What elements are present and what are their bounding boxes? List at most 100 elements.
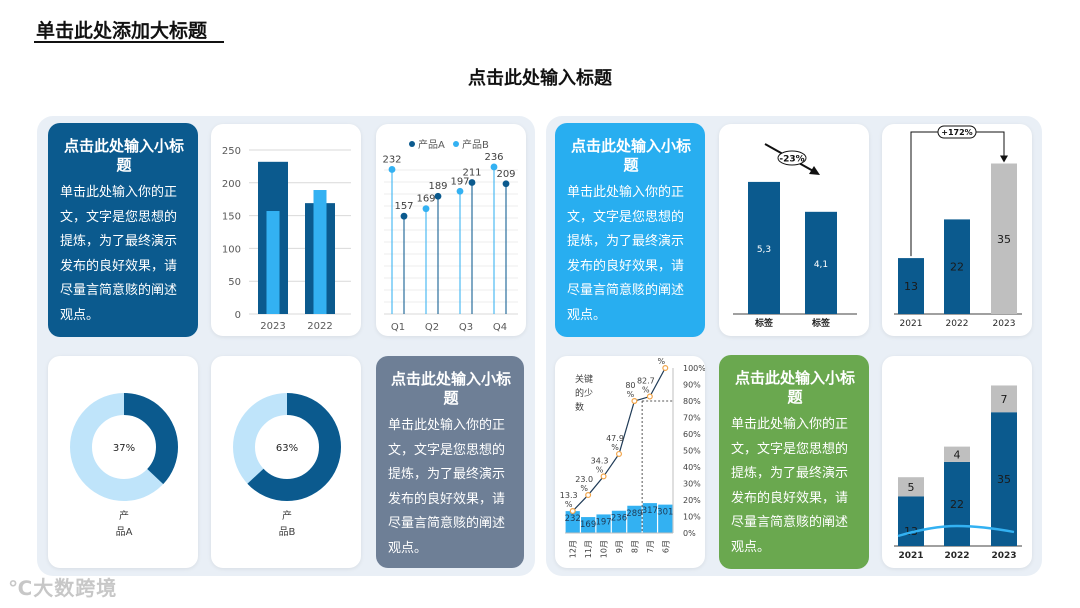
trend-curve [897, 524, 1015, 538]
text-card-title: 点击此处输入小标题 [734, 369, 855, 406]
donut-slice [70, 393, 178, 501]
annotation-text: 关键 [575, 373, 593, 385]
lollipop-chart: 产品A 产品B 232 169 197 236 157 189 211 209 Q1 Q2 Q3 Q4 [382, 138, 518, 333]
x-tick-label: 8月 [630, 540, 639, 553]
bar [313, 190, 327, 314]
lollipop-point [400, 212, 408, 220]
text-card-body: 单击此处输入你的正文，文字是您思想的提炼，为了最终演示发布的良好效果，请尽量言简… [731, 417, 849, 555]
cumulative-label: 100.0 [650, 356, 673, 357]
chart-card-bar-growth: 13 2021 22 2022 35 2023 +172% [882, 124, 1032, 336]
text-card: 点击此处输入小标题 单击此处输入你的正文，文字是您思想的提炼，为了最终演示发布的… [48, 123, 198, 337]
donut-label-line1: 产 [119, 509, 129, 522]
donut-chart-a: 37% 产品A [70, 393, 178, 538]
pct-tick-label: 100% [683, 364, 705, 373]
lollipop-point [456, 187, 464, 195]
data-label: 4 [954, 448, 961, 461]
bar [748, 181, 780, 314]
cumulative-label-unit: % [642, 386, 650, 395]
bar [805, 211, 837, 314]
cumulative-label-unit: % [565, 500, 573, 509]
data-label: 4,1 [814, 260, 828, 270]
lollipop-point [468, 179, 476, 186]
data-label: 35 [997, 473, 1011, 486]
lollipop-point [434, 192, 442, 200]
data-label: 7 [1001, 393, 1008, 406]
cumulative-point [631, 397, 638, 404]
bar [581, 517, 596, 533]
cumulative-label: 34.3 [591, 456, 609, 465]
cumulative-label-unit: % [596, 465, 604, 474]
data-label: 232 [565, 514, 581, 524]
page-sub-title: 点击此处输入标题 [468, 68, 612, 89]
data-label: 209 [496, 169, 515, 180]
text-card-body: 单击此处输入你的正文，文字是您思想的提炼，为了最终演示发布的良好效果，请尽量言简… [388, 418, 506, 556]
bar [658, 504, 673, 533]
bar-segment [944, 461, 970, 546]
bar [642, 503, 657, 533]
pct-tick-label: 80% [683, 397, 701, 406]
x-tick-label: Q2 [425, 322, 439, 333]
annotation-bubble [777, 150, 807, 166]
data-label: 13 [904, 280, 918, 293]
legend-label: 产品A [418, 138, 445, 151]
donut-chart-b: 63% 产品B [233, 393, 341, 538]
bar-growth-chart: 13 2021 22 2022 35 2023 +172% [894, 125, 1022, 329]
chart-card-bar-change: 5,3 标签 4,1 标签 -23% [719, 124, 869, 336]
y-tick-label: 250 [222, 146, 241, 157]
cumulative-label-unit: % [627, 390, 635, 399]
cumulative-label-unit: % [611, 443, 619, 452]
bar-segment [898, 496, 924, 546]
data-label: 197 [450, 176, 469, 187]
text-card: 点击此处输入小标题 单击此处输入你的正文，文字是您思想的提炼，为了最终演示发布的… [719, 355, 869, 569]
x-tick-label: 2023 [993, 319, 1016, 329]
x-tick-label: Q3 [459, 322, 473, 333]
text-card: 点击此处输入小标题 单击此处输入你的正文，文字是您思想的提炼，为了最终演示发布的… [555, 123, 705, 337]
title-underline [34, 41, 224, 43]
data-label: 35 [997, 233, 1011, 246]
bar [565, 511, 580, 533]
x-tick-label: 11月 [584, 540, 593, 558]
bar-segment [898, 477, 924, 497]
bar [596, 514, 611, 533]
text-card-body: 单击此处输入你的正文，文字是您思想的提炼，为了最终演示发布的良好效果，请尽量言简… [60, 185, 178, 323]
x-tick-label: 2022 [946, 319, 969, 329]
bar-segment [944, 446, 970, 462]
watermark-text: 大数跨境 [33, 576, 118, 600]
cumulative-label: 13.3 [560, 491, 578, 500]
bar [898, 258, 924, 314]
cumulative-point [585, 492, 592, 499]
annotation-text: 的少 [575, 387, 593, 399]
text-card-title: 点击此处输入小标题 [390, 370, 511, 407]
bar [991, 163, 1017, 314]
lollipop-point [422, 205, 430, 213]
data-label: 169 [416, 194, 435, 205]
x-tick-label: 2022 [944, 551, 969, 561]
pareto-chart: 232 12月 169 11月 197 10月 236 9月 289 8月 317 7月 301 6月 10… [560, 356, 705, 558]
text-card: 点击此处输入小标题 单击此处输入你的正文，文字是您思想的提炼，为了最终演示发布的… [376, 356, 524, 568]
lollipop-point [388, 166, 396, 173]
x-tick-label: 2023 [991, 551, 1016, 561]
pct-tick-label: 10% [683, 513, 701, 522]
x-tick-label: 12月 [569, 540, 578, 558]
cumulative-point [646, 393, 653, 400]
bar [627, 505, 642, 533]
bar [266, 211, 280, 314]
text-card-title: 点击此处输入小标题 [570, 137, 691, 174]
bar [944, 219, 970, 314]
text-card-body: 单击此处输入你的正文，文字是您思想的提炼，为了最终演示发布的良好效果，请尽量言简… [567, 185, 685, 323]
data-label: 236 [611, 514, 627, 524]
lollipop-point [502, 180, 510, 188]
data-label: 169 [580, 520, 596, 530]
x-tick-label: 7月 [646, 540, 655, 553]
legend-label: 产品B [462, 138, 489, 151]
trend-arrow-head [809, 166, 820, 175]
cumulative-label-unit: % [580, 484, 588, 493]
x-tick-label: 9月 [615, 540, 624, 553]
chart-card-lollipop: 产品A 产品B 232 169 197 236 157 189 211 209 Q1 Q2 Q3 Q4 [376, 124, 526, 336]
x-tick-label: 2021 [900, 319, 923, 329]
donut-slice [233, 393, 341, 501]
pct-tick-label: 20% [683, 496, 701, 505]
donut-value-label: 63% [276, 443, 298, 454]
cumulative-point [615, 450, 622, 457]
